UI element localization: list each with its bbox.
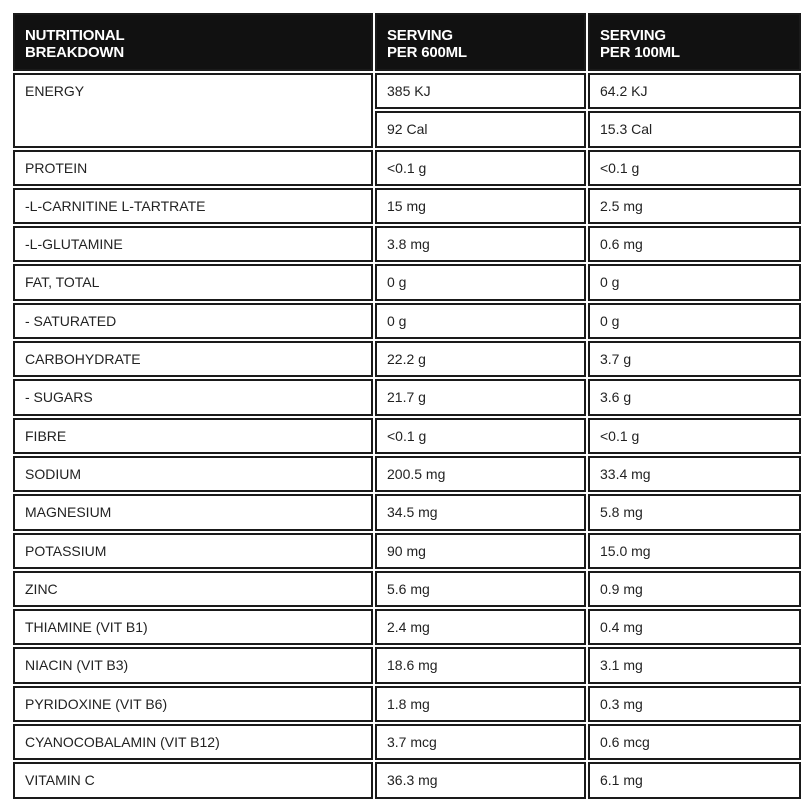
nutrient-label: PYRIDOXINE (VIT B6)	[13, 685, 373, 723]
nutrient-value: 0 g	[375, 264, 586, 301]
table-row: NIACIN (VIT B3) 18.6 mg 3.1 mg	[13, 647, 801, 684]
nutrient-value: 2.4 mg	[375, 609, 586, 646]
nutrition-table: NUTRITIONAL BREAKDOWN SERVING PER 600ML SERV…	[11, 11, 803, 801]
nutrient-value: 0 g	[588, 302, 801, 340]
nutrient-value: 0.9 mg	[588, 570, 801, 608]
table-row: - SUGARS 21.7 g 3.6 g	[13, 379, 801, 416]
table-row: ZINC 5.6 mg 0.9 mg	[13, 570, 801, 608]
nutrient-label: SODIUM	[13, 455, 373, 493]
nutrient-value: 3.8 mg	[375, 226, 586, 263]
table-row: -L-CARNITINE L-TARTRATE 15 mg 2.5 mg	[13, 187, 801, 225]
nutrient-value: 2.5 mg	[588, 187, 801, 225]
nutrient-value: 5.6 mg	[375, 570, 586, 608]
nutrient-label: ZINC	[13, 570, 373, 608]
nutrient-value: 3.7 mcg	[375, 724, 586, 761]
nutrient-label: FAT, TOTAL	[13, 264, 373, 301]
table-row: MAGNESIUM 34.5 mg 5.8 mg	[13, 494, 801, 531]
nutrient-value: 15.3 Cal	[588, 111, 801, 148]
nutrient-value: 385 KJ	[375, 73, 586, 110]
nutrient-label: -L-GLUTAMINE	[13, 226, 373, 263]
nutrient-label: CYANOCOBALAMIN (VIT B12)	[13, 724, 373, 761]
nutrient-label: - SUGARS	[13, 379, 373, 416]
table-row: PROTEIN <0.1 g <0.1 g	[13, 149, 801, 186]
table-row: CYANOCOBALAMIN (VIT B12) 3.7 mcg 0.6 mcg	[13, 724, 801, 761]
nutrient-value: 3.1 mg	[588, 647, 801, 684]
table-row: 92 Cal 15.3 Cal	[13, 111, 801, 148]
nutrient-value: <0.1 g	[588, 417, 801, 454]
nutrient-value: 21.7 g	[375, 379, 586, 416]
header-line: SERVING	[387, 27, 453, 44]
table-row: PYRIDOXINE (VIT B6) 1.8 mg 0.3 mg	[13, 685, 801, 723]
nutrient-value: 34.5 mg	[375, 494, 586, 531]
header-cell: SERVING PER 100ML	[588, 13, 801, 71]
table-row: FIBRE <0.1 g <0.1 g	[13, 417, 801, 454]
nutrient-label: NIACIN (VIT B3)	[13, 647, 373, 684]
nutrient-value: 36.3 mg	[375, 762, 586, 799]
nutrient-value: 64.2 KJ	[588, 73, 801, 110]
nutrient-value: 90 mg	[375, 532, 586, 569]
nutrient-value: 18.6 mg	[375, 647, 586, 684]
nutrient-label: - SATURATED	[13, 302, 373, 340]
header-line: BREAKDOWN	[25, 44, 125, 61]
table-row: THIAMINE (VIT B1) 2.4 mg 0.4 mg	[13, 609, 801, 646]
table-body: ENERGY 385 KJ 64.2 KJ 92 Cal 15.3 Cal PROTEIN…	[13, 73, 801, 799]
nutrient-value: 33.4 mg	[588, 455, 801, 493]
nutrient-value: 0 g	[375, 302, 586, 340]
table-wrap: NUTRITIONAL BREAKDOWN SERVING PER 600ML SERV…	[11, 11, 803, 801]
nutrient-value: <0.1 g	[375, 149, 586, 186]
nutrient-value: 0.3 mg	[588, 685, 801, 723]
nutrient-label: -L-CARNITINE L-TARTRATE	[13, 187, 373, 225]
nutrient-value: 0.4 mg	[588, 609, 801, 646]
nutrient-label: ENERGY	[13, 73, 373, 148]
nutrient-value: 15 mg	[375, 187, 586, 225]
header-cell: SERVING PER 600ML	[375, 13, 586, 71]
header-line: SERVING	[600, 27, 666, 44]
nutrient-value: 6.1 mg	[588, 762, 801, 799]
header-line: NUTRITIONAL	[25, 27, 125, 44]
nutrient-label: CARBOHYDRATE	[13, 341, 373, 378]
nutrient-value: 22.2 g	[375, 341, 586, 378]
nutrient-label: FIBRE	[13, 417, 373, 454]
nutrient-label: VITAMIN C	[13, 762, 373, 799]
nutrient-value: <0.1 g	[375, 417, 586, 454]
nutrient-value: 5.8 mg	[588, 494, 801, 531]
table-row: CARBOHYDRATE 22.2 g 3.7 g	[13, 341, 801, 378]
nutrient-value: 3.7 g	[588, 341, 801, 378]
nutrient-value: <0.1 g	[588, 149, 801, 186]
header-line: PER 100ML	[600, 44, 680, 61]
table-row: SODIUM 200.5 mg 33.4 mg	[13, 455, 801, 493]
nutrient-label: PROTEIN	[13, 149, 373, 186]
table-row: VITAMIN C 36.3 mg 6.1 mg	[13, 762, 801, 799]
nutrient-label: POTASSIUM	[13, 532, 373, 569]
nutrient-value: 92 Cal	[375, 111, 586, 148]
nutrient-value: 0 g	[588, 264, 801, 301]
nutrient-value: 200.5 mg	[375, 455, 586, 493]
nutrient-value: 15.0 mg	[588, 532, 801, 569]
table-row: POTASSIUM 90 mg 15.0 mg	[13, 532, 801, 569]
nutrient-value: 1.8 mg	[375, 685, 586, 723]
nutrient-label: MAGNESIUM	[13, 494, 373, 531]
header-cell: NUTRITIONAL BREAKDOWN	[13, 13, 373, 71]
nutrient-value: 0.6 mcg	[588, 724, 801, 761]
nutrient-label: THIAMINE (VIT B1)	[13, 609, 373, 646]
nutrient-value: 0.6 mg	[588, 226, 801, 263]
header-row: NUTRITIONAL BREAKDOWN SERVING PER 600ML SERV…	[13, 13, 801, 71]
table-row: -L-GLUTAMINE 3.8 mg 0.6 mg	[13, 226, 801, 263]
table-row: ENERGY 385 KJ 64.2 KJ	[13, 73, 801, 148]
nutrient-value: 3.6 g	[588, 379, 801, 416]
header-line: PER 600ML	[387, 44, 467, 61]
